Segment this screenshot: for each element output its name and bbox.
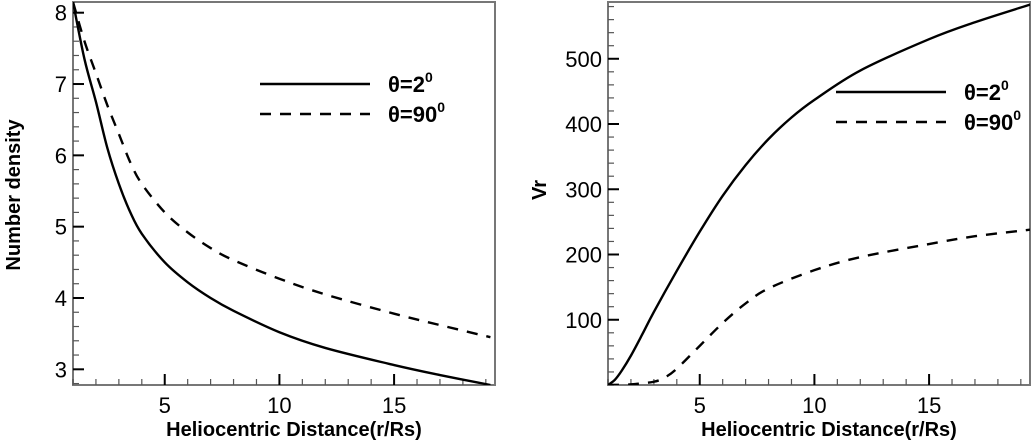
radial-velocity-plot: 5 10 15 100 200 300 400 500 Heliocentric Distanc… [529,1,1031,441]
y-axis-title: Vr [529,180,551,200]
y-tick-label: 7 [55,72,67,97]
series-line-theta-2 [608,3,1030,385]
plot-frame [607,1,1031,386]
y-tick-label: 3 [55,357,67,382]
x-tick-label: 5 [159,393,171,418]
legend-entry: θ=900 [836,107,1021,135]
y-axis-title: Number density [3,119,25,271]
legend-label: θ=20 [388,69,433,97]
legend-label: θ=900 [964,107,1021,135]
series-line-theta-90 [608,228,1030,385]
plot-frame [72,1,496,386]
x-tick-label: 15 [917,393,941,418]
y-tick-label: 300 [565,177,602,202]
legend-entry: θ=20 [260,69,433,97]
y-tick-label: 100 [565,308,602,333]
y-tick-label: 8 [55,1,67,26]
y-tick-label: 5 [55,215,67,240]
x-tick-label: 5 [694,393,706,418]
legend-entry: θ=20 [836,77,1009,105]
y-tick-label: 6 [55,143,67,168]
x-tick-label: 15 [382,393,406,418]
series-line-theta-2 [73,2,491,385]
x-tick-label: 10 [802,393,826,418]
x-axis-ticks [72,374,487,385]
y-axis-ticks [608,5,619,386]
radial-velocity-chart: 5 10 15 100 200 300 400 500 Heliocentric Distanc… [516,0,1033,442]
number-density-chart: 5 10 15 3 4 5 6 7 8 Heliocentric Distance(r/Rs) Nu… [0,0,516,442]
legend-label: θ=900 [388,99,445,127]
legend-entry: θ=900 [260,99,445,127]
x-tick-label: 10 [267,393,291,418]
y-tick-label: 4 [55,286,67,311]
legend-label: θ=20 [964,77,1009,105]
series-line-theta-90 [73,2,491,339]
x-axis-title: Heliocentric Distance(r/Rs) [166,419,422,441]
x-axis-title: Heliocentric Distance(r/Rs) [701,419,957,441]
number-density-plot: 5 10 15 3 4 5 6 7 8 Heliocentric Distance(r/Rs) Nu… [3,1,496,441]
y-tick-label: 200 [565,243,602,268]
y-tick-label: 400 [565,112,602,137]
y-axis-ticks [73,11,84,385]
y-tick-label: 500 [565,47,602,72]
